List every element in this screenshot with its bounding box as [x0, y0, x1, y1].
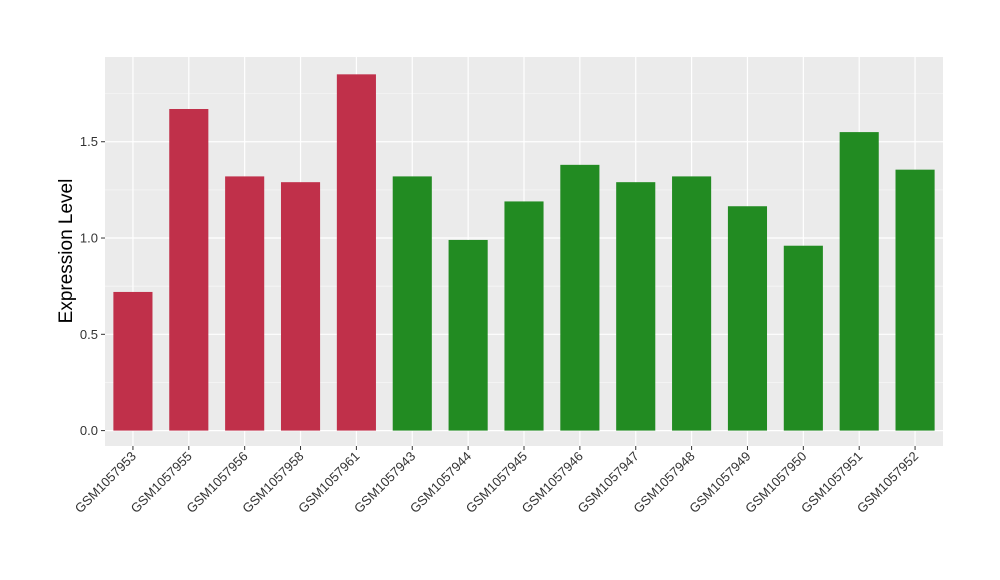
bar: [616, 182, 656, 431]
bar: [336, 74, 376, 431]
bar: [448, 239, 488, 431]
bar: [672, 176, 712, 431]
y-axis: 0.0 0.5 1.0 1.5: [80, 134, 105, 438]
bar: [169, 108, 209, 431]
bar: [839, 132, 879, 431]
bars: [113, 74, 935, 431]
y-tick-label: 1.5: [80, 134, 98, 149]
y-axis-title: Expression Level: [56, 179, 77, 324]
bar: [895, 169, 935, 431]
y-tick-label: 1.0: [80, 231, 98, 246]
bar: [783, 245, 823, 431]
bar: [504, 201, 544, 431]
bar: [113, 291, 153, 431]
bar: [560, 164, 600, 431]
x-axis: GSM1057953GSM1057955GSM1057956GSM1057958…: [72, 446, 921, 516]
bar: [727, 206, 768, 431]
bar: [280, 182, 321, 431]
y-tick-label: 0.0: [80, 423, 98, 438]
bar: [392, 176, 432, 431]
y-tick-label: 0.5: [80, 327, 98, 342]
bar: [225, 176, 265, 431]
